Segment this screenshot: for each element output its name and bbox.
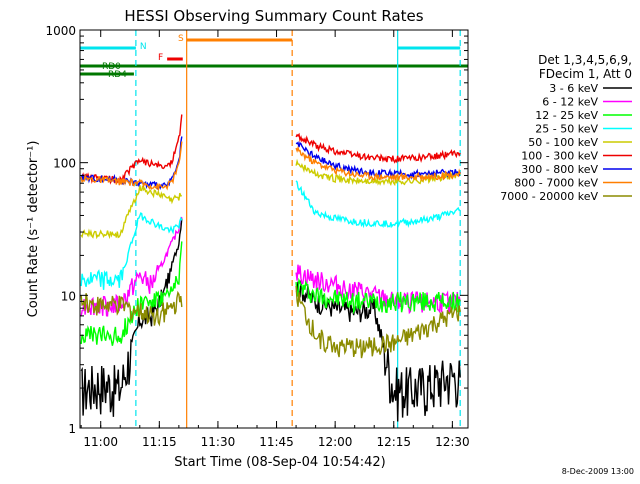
y-tick-label: 1000	[45, 24, 76, 38]
series-50-100-kev-line-2	[295, 158, 461, 187]
series-12-25-kev-line-1	[80, 241, 183, 346]
y-axis-label: Count Rate (s⁻¹ detector⁻¹)	[26, 141, 41, 318]
x-tick-label: 12:30	[435, 435, 470, 449]
x-tick-label: 11:00	[83, 435, 118, 449]
y-tick-label: 1	[68, 422, 76, 436]
flag-rd4-label: RD4	[108, 70, 127, 80]
legend-label-100-300-kev: 100 - 300 keV	[521, 150, 598, 163]
series-3-6-kev-line-1	[80, 218, 183, 417]
series-800-7000-kev-line-1	[80, 141, 183, 191]
x-tick-label: 11:45	[259, 435, 294, 449]
axis-layer: 11:00 11:15 11:30 11:45 12:00 12:15 12:30 1 10 10…	[45, 24, 469, 449]
y-tick-label: 10	[61, 289, 76, 303]
x-tick-label: 12:15	[376, 435, 411, 449]
plot-frame	[79, 29, 469, 429]
legend-label-6-12-kev: 6 - 12 keV	[542, 96, 598, 109]
legend-label-12-25-kev: 12 - 25 keV	[535, 109, 598, 122]
chart-title: HESSI Observing Summary Count Rates	[124, 7, 423, 25]
date-stamp: 8-Dec-2009 13:00	[562, 467, 634, 476]
series-50-100-kev-line-1	[80, 185, 183, 240]
series-12-25-kev-line-2	[295, 277, 461, 315]
x-tick-label: 12:00	[318, 435, 353, 449]
legend-label-800-7000-kev: 800 - 7000 keV	[514, 177, 598, 190]
series-7000-20000-kev-line-1	[80, 290, 183, 327]
legend-label-7000-20000-kev: 7000 - 20000 keV	[500, 190, 598, 203]
series-6-12-kev-line-1	[80, 216, 183, 317]
series-3-6-kev-line-2	[295, 280, 461, 422]
series-800-7000-kev-line-2	[295, 145, 461, 183]
series-25-50-kev-line-1	[80, 212, 183, 290]
legend-header-line-2: FDecim 1, Att 0	[539, 67, 632, 81]
series-100-300-kev-line-2	[295, 132, 461, 164]
flag-f-label: F	[158, 53, 163, 63]
flag-n-label: N	[140, 42, 147, 52]
series-300-800-kev-line-2	[295, 141, 461, 180]
legend-header-line-1: Det 1,3,4,5,6,9,	[538, 53, 632, 67]
series-25-50-kev-line-2	[295, 180, 461, 229]
series-100-300-kev-line-1	[81, 114, 183, 185]
y-tick-label: 100	[53, 157, 76, 171]
x-tick-label: 11:30	[201, 435, 236, 449]
flag-s-label: S	[178, 34, 184, 44]
series-layer	[80, 114, 461, 422]
x-axis-label: Start Time (08-Sep-04 10:54:42)	[174, 455, 385, 470]
legend-label-300-800-kev: 300 - 800 keV	[521, 163, 598, 176]
legend-label-3-6-kev: 3 - 6 keV	[549, 82, 598, 95]
x-tick-label: 11:15	[142, 435, 177, 449]
legend-label-25-50-kev: 25 - 50 keV	[535, 123, 598, 136]
vertical-marker-layer	[135, 30, 461, 428]
series-7000-20000-kev-line-2	[295, 285, 461, 359]
flag-rd0-label: RD0	[102, 62, 121, 72]
legend-label-50-100-kev: 50 - 100 keV	[528, 136, 598, 149]
